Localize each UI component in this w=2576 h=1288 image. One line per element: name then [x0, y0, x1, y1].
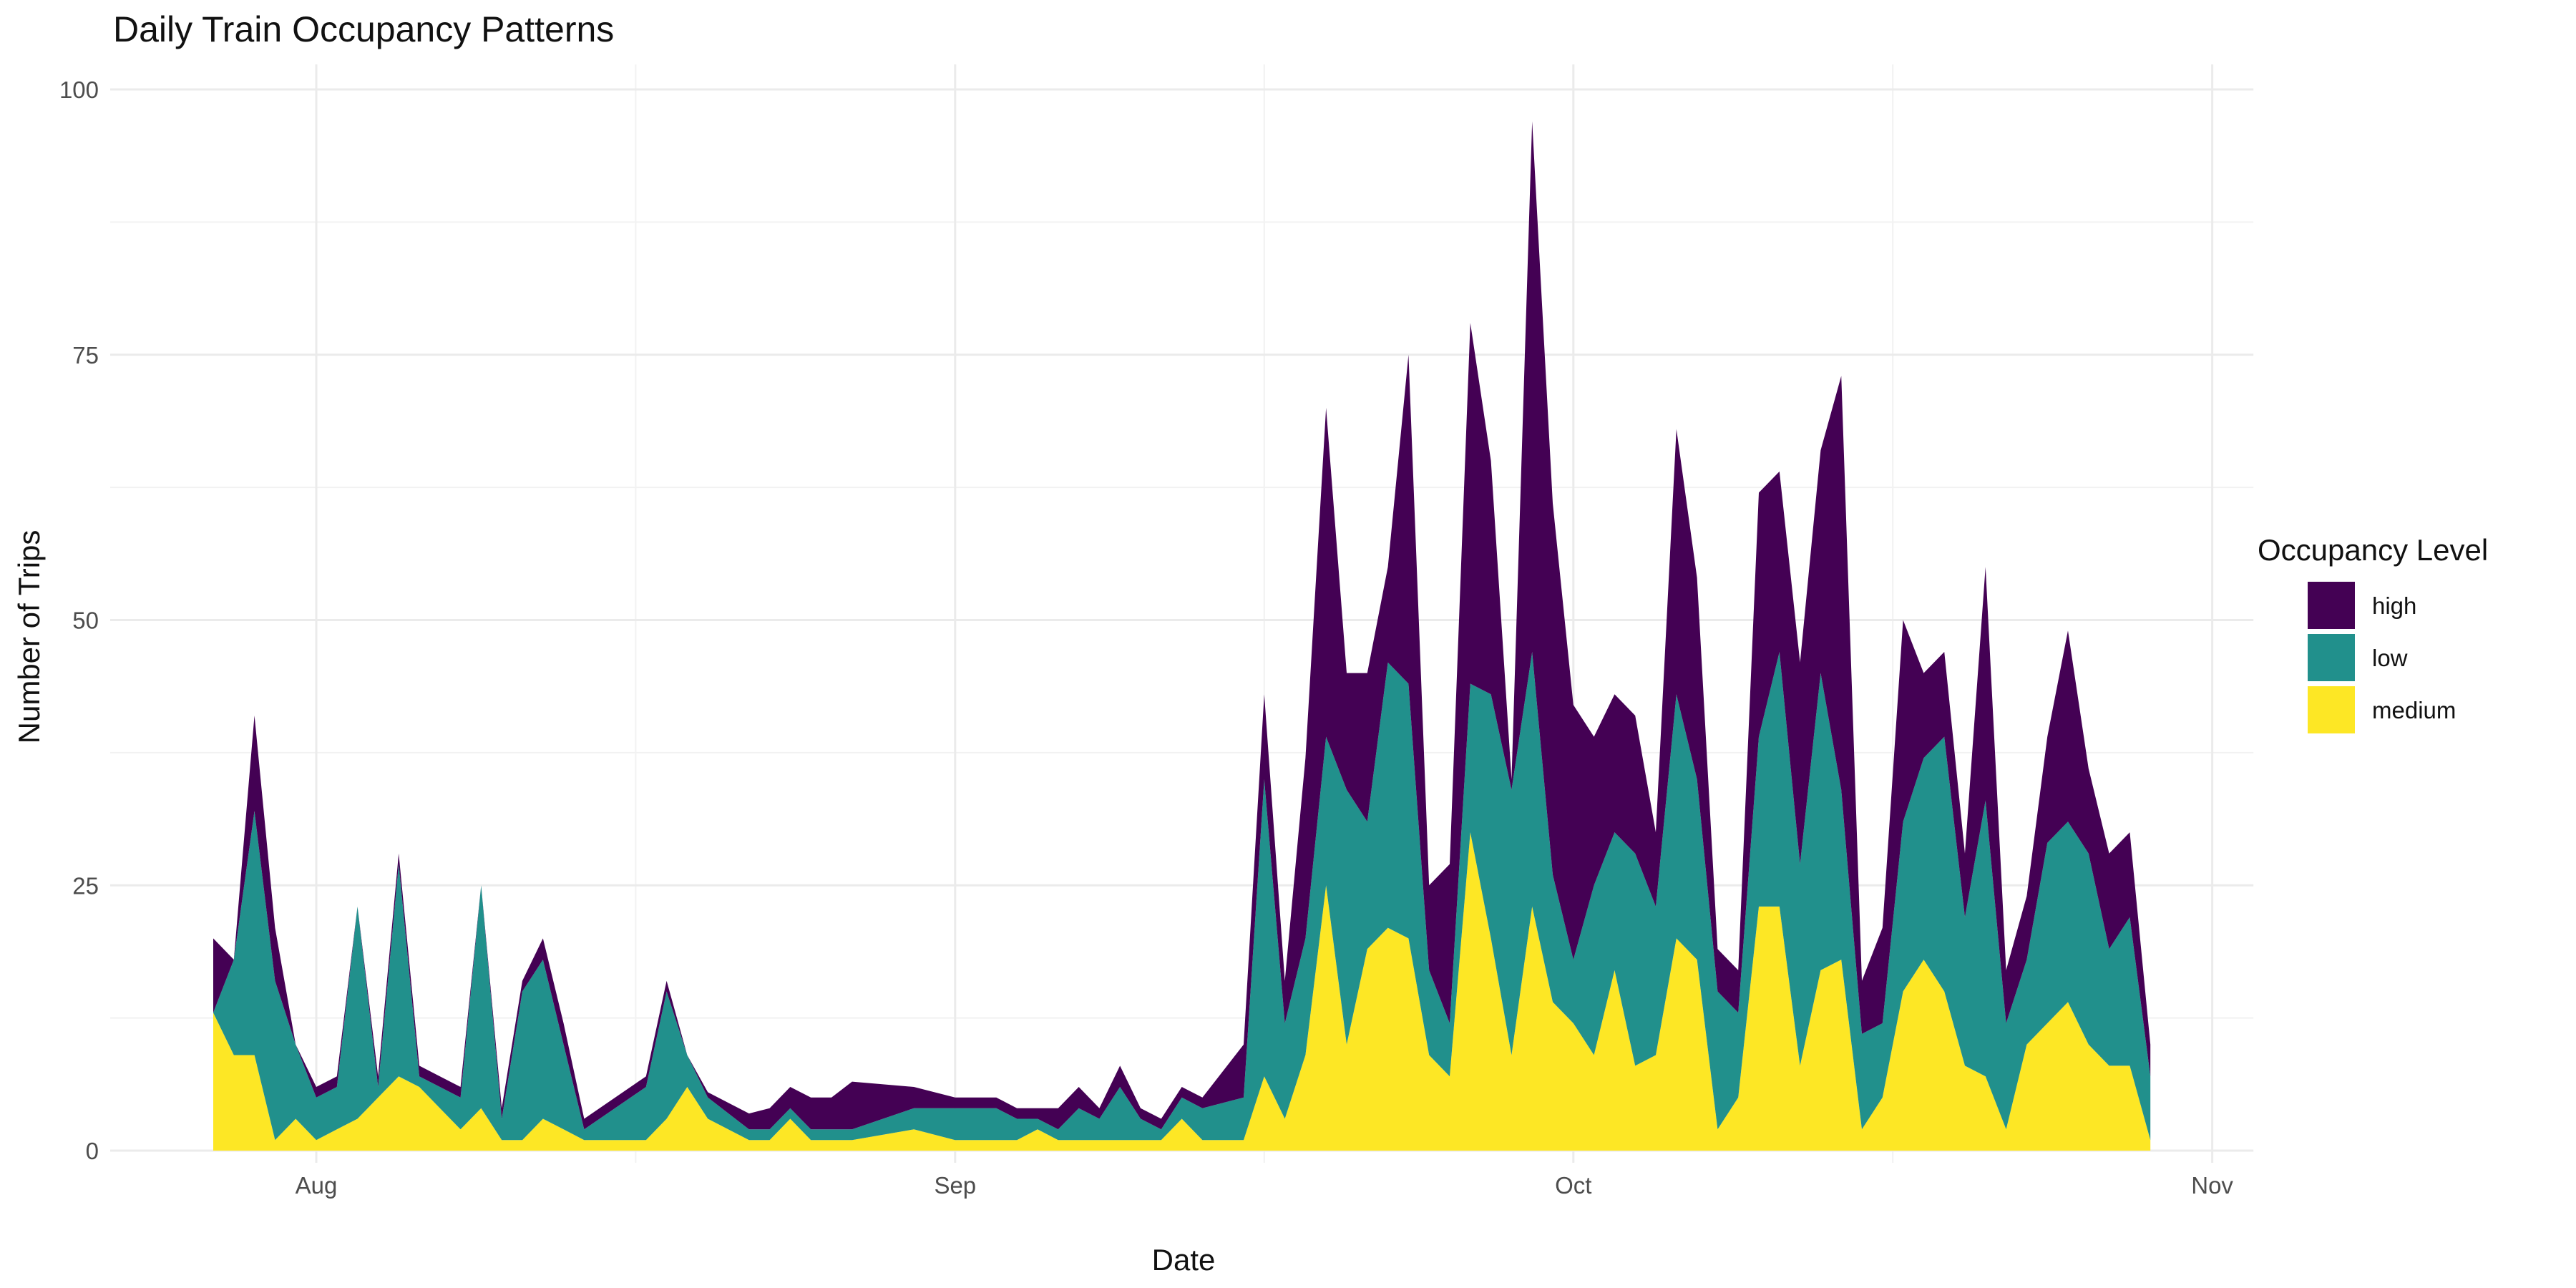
area-high [213, 121, 2151, 1130]
chart-title: Daily Train Occupancy Patterns [113, 9, 614, 49]
area-medium [213, 832, 2151, 1151]
x-axis-tick-labels: Aug Sep Oct Nov [296, 1172, 2234, 1199]
y-tick-label: 75 [72, 342, 99, 369]
y-tick-label: 100 [59, 77, 99, 103]
legend-title: Occupancy Level [2258, 533, 2488, 567]
y-tick-label: 0 [86, 1138, 99, 1164]
x-tick-label: Aug [296, 1172, 338, 1199]
y-tick-label: 25 [72, 872, 99, 899]
stacked-areas [213, 121, 2151, 1151]
y-axis-title: Number of Trips [12, 530, 46, 744]
y-axis-tick-labels: 0 25 50 75 100 [59, 77, 99, 1164]
legend-swatch-low [2308, 634, 2355, 681]
legend-label-low: low [2372, 645, 2408, 671]
legend-swatch-medium [2308, 686, 2355, 733]
x-tick-label: Sep [934, 1172, 976, 1199]
legend-label-medium: medium [2372, 697, 2456, 723]
x-tick-label: Nov [2191, 1172, 2233, 1199]
legend-label-high: high [2372, 592, 2416, 619]
legend-swatch-high [2308, 582, 2355, 629]
x-tick-label: Oct [1555, 1172, 1591, 1199]
x-axis-title: Date [1152, 1243, 1216, 1277]
y-tick-label: 50 [72, 608, 99, 634]
grid [110, 64, 2254, 1163]
legend: Occupancy Level high low medium [2258, 533, 2488, 733]
area-low [213, 652, 2151, 1141]
